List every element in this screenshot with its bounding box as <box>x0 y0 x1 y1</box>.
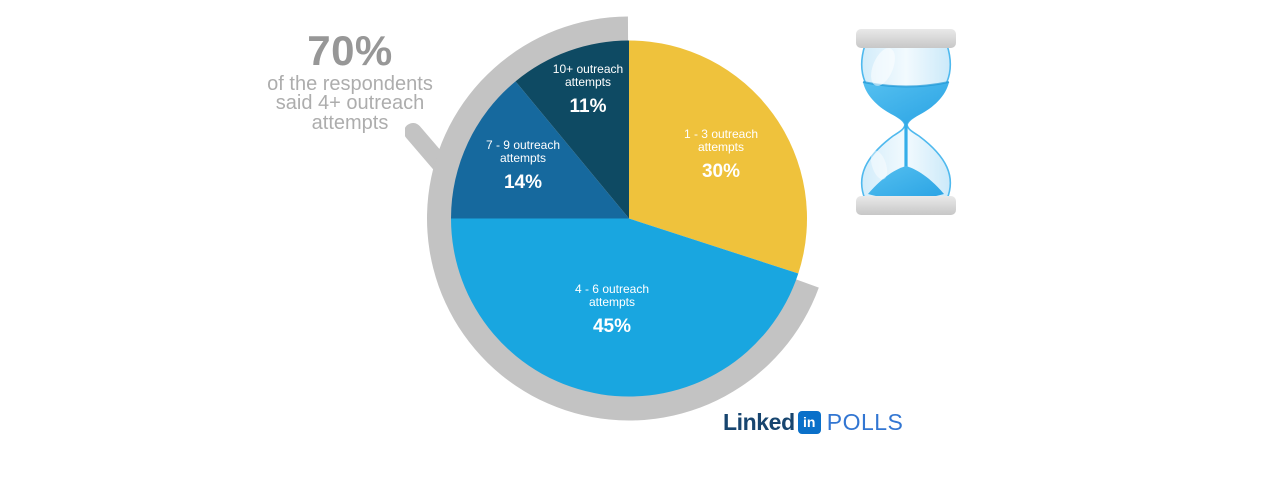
pie-segment-3 <box>515 40 629 219</box>
segment-percent-text: 30% <box>701 161 741 183</box>
pie-segment-label-1-3: 1 - 3 outreach attempts 30% <box>673 127 769 183</box>
hourglass-top-cap <box>856 29 956 48</box>
headline-percent: 70% <box>307 27 393 74</box>
pie-segment-label-4-6: 4 - 6 outreach attempts 45% <box>564 282 660 338</box>
hourglass-stream <box>904 125 908 173</box>
linkedin-in-badge: in <box>797 410 821 434</box>
headline-line: of the respondents <box>267 73 433 95</box>
segment-percent-text: 11% <box>569 96 607 118</box>
pie-segment-2 <box>451 81 629 219</box>
hourglass-top-sand <box>863 82 949 125</box>
segment-percent-text: 45% <box>592 316 632 338</box>
pie-segment-1 <box>451 218 799 397</box>
sand-surface-line <box>862 81 950 88</box>
segment-label-text: 10+ outreach attempts <box>552 62 624 90</box>
segment-label-text: 4 - 6 outreach attempts <box>574 282 650 310</box>
headline-line: attempts <box>311 111 389 134</box>
segment-label-text: 7 - 9 outreach attempts <box>485 138 561 166</box>
pie-segment-label-10plus: 10+ outreach attempts 11% <box>540 62 636 118</box>
segment-percent-text: 14% <box>503 172 543 194</box>
hourglass-bottom-cap <box>856 196 956 215</box>
linkedin-wordmark: Linked <box>723 408 795 435</box>
glass-shine <box>871 48 895 86</box>
headline-subtitle: of the respondents said 4+ outreach atte… <box>252 73 448 134</box>
glass-shine <box>870 150 888 180</box>
hourglass-bottom-sand <box>868 166 944 199</box>
pie-chart <box>405 16 819 421</box>
polls-label: POLLS <box>826 408 904 435</box>
hourglass-icon <box>856 29 956 215</box>
segment-label-text: 1 - 3 outreach attempts <box>683 127 759 155</box>
linkedin-polls-logo: Linked in POLLS <box>723 409 903 435</box>
pie-segment-label-7-9: 7 - 9 outreach attempts 14% <box>475 138 571 194</box>
headline-line: said 4+ outreach <box>275 92 425 115</box>
pie-segment-0 <box>629 40 808 274</box>
headline: 70% of the respondents said 4+ outreach … <box>252 30 448 133</box>
